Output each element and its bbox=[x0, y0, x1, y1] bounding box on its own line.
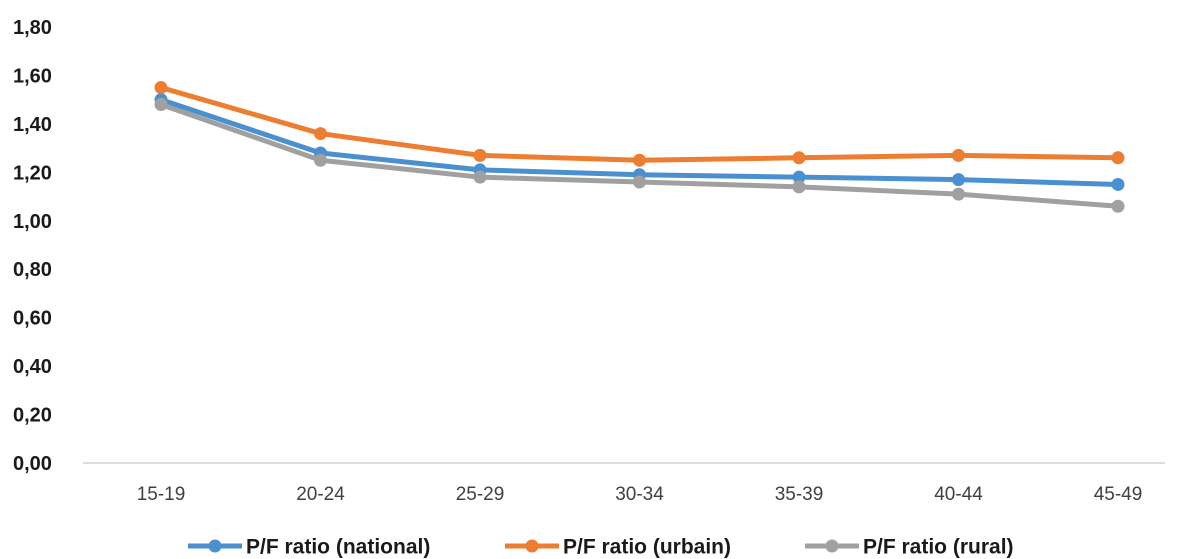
data-point bbox=[952, 173, 965, 187]
data-point bbox=[314, 153, 327, 167]
y-tick-label: 0,20 bbox=[13, 405, 52, 427]
legend-item: P/F ratio (rural) bbox=[805, 536, 1014, 559]
data-point bbox=[1111, 177, 1125, 191]
x-tick-label: 30-34 bbox=[615, 484, 664, 505]
data-point bbox=[952, 187, 965, 201]
x-tick-label: 20-24 bbox=[296, 484, 345, 505]
legend-item: P/F ratio (urbain) bbox=[505, 536, 731, 559]
series-p-f-ratio-urbain bbox=[154, 81, 1125, 167]
data-point bbox=[792, 180, 806, 194]
legend-label: P/F ratio (rural) bbox=[863, 536, 1014, 559]
legend: P/F ratio (national) P/F ratio (urbain) P/… bbox=[188, 536, 1014, 559]
y-tick-label: 0,00 bbox=[13, 453, 52, 475]
legend-label: P/F ratio (national) bbox=[246, 536, 430, 559]
data-point bbox=[154, 81, 168, 95]
x-tick-label: 15-19 bbox=[137, 484, 186, 505]
y-tick-label: 1,40 bbox=[13, 114, 52, 136]
data-point bbox=[473, 148, 487, 162]
data-point bbox=[792, 170, 806, 184]
y-tick-label: 1,20 bbox=[13, 162, 52, 184]
data-point bbox=[633, 153, 646, 167]
legend-swatch-marker bbox=[525, 539, 539, 553]
legend-item: P/F ratio (national) bbox=[188, 536, 430, 559]
y-axis: 0,00 0,20 0,40 0,60 0,80 1,00 1,20 1,40 1,60 1,80 bbox=[13, 17, 52, 475]
x-tick-label: 45-49 bbox=[1094, 484, 1143, 505]
legend-swatch-marker bbox=[208, 539, 222, 553]
y-tick-label: 1,60 bbox=[13, 65, 52, 87]
y-tick-label: 0,60 bbox=[13, 308, 52, 330]
data-point bbox=[1111, 199, 1125, 213]
x-axis: 15-19 20-24 25-29 30-34 35-39 40-44 45-49 bbox=[137, 484, 1143, 505]
y-tick-label: 1,80 bbox=[13, 17, 52, 39]
x-tick-label: 40-44 bbox=[934, 484, 983, 505]
plot-area bbox=[154, 81, 1125, 213]
data-point bbox=[1111, 151, 1125, 165]
data-point bbox=[314, 127, 327, 141]
data-point bbox=[633, 175, 646, 189]
y-tick-label: 1,00 bbox=[13, 211, 52, 233]
y-tick-label: 0,40 bbox=[13, 356, 52, 378]
data-point bbox=[792, 151, 806, 165]
y-tick-label: 0,80 bbox=[13, 259, 52, 281]
x-tick-label: 25-29 bbox=[456, 484, 505, 505]
data-point bbox=[154, 98, 168, 112]
data-point bbox=[473, 170, 487, 184]
x-tick-label: 35-39 bbox=[775, 484, 824, 505]
series-p-f-ratio-rural bbox=[154, 98, 1125, 213]
legend-label: P/F ratio (urbain) bbox=[563, 536, 731, 559]
data-point bbox=[952, 148, 965, 162]
legend-swatch-marker bbox=[825, 539, 839, 553]
